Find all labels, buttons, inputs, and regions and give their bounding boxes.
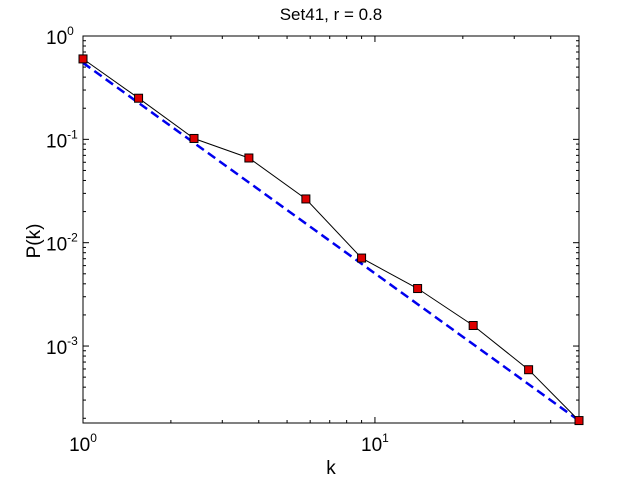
fit-dashed-line bbox=[82, 61, 580, 422]
data-point-marker bbox=[78, 54, 88, 64]
data-point-marker bbox=[413, 284, 423, 294]
data-point-marker bbox=[524, 365, 534, 375]
chart-title: Set41, r = 0.8 bbox=[280, 5, 383, 24]
data-point-marker bbox=[468, 321, 478, 331]
data-point-marker bbox=[574, 416, 584, 426]
data-point-marker bbox=[244, 153, 254, 163]
data-point-marker bbox=[189, 133, 199, 143]
y-tick-label: 10-1 bbox=[46, 127, 78, 152]
plot-area: 100 101 100 10-1 10-2 10-3 bbox=[46, 24, 584, 456]
x-tick-label: 100 bbox=[69, 431, 97, 456]
x-tick-label: 101 bbox=[361, 431, 389, 456]
data-point-marker bbox=[134, 93, 144, 103]
x-axis-label: k bbox=[326, 458, 336, 479]
y-tick-label: 10-2 bbox=[46, 231, 78, 256]
y-axis-label: P(k) bbox=[24, 224, 45, 259]
data-point-marker bbox=[301, 194, 311, 204]
y-tick-label: 10-3 bbox=[46, 334, 78, 359]
plot-frame bbox=[82, 35, 580, 424]
data-point-marker bbox=[357, 253, 367, 263]
y-tick-label: 100 bbox=[46, 24, 74, 49]
data-series-line bbox=[82, 58, 580, 421]
